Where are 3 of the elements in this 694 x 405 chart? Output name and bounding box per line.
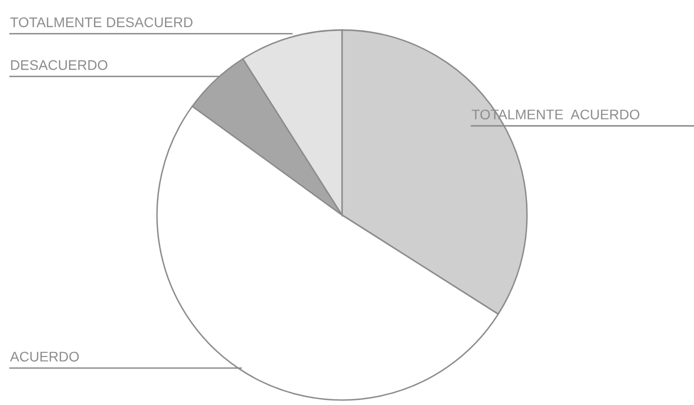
slice-label: DESACUERDO — [11, 60, 108, 70]
slice-label: TOTALMENTE DESACUERD — [10, 17, 193, 28]
slice-label: ACUERDO — [10, 352, 79, 362]
